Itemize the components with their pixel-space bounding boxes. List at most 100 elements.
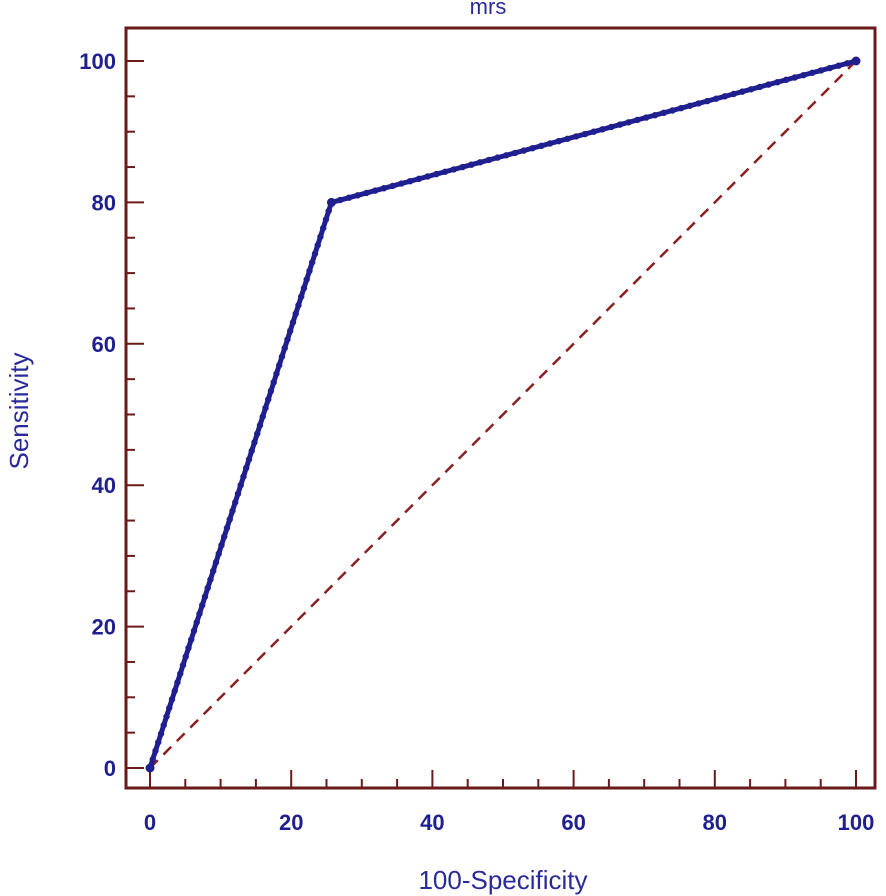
series-layer bbox=[145, 56, 861, 773]
roc-curve-marker bbox=[190, 627, 198, 635]
roc-curve-marker bbox=[193, 619, 200, 626]
roc-curve-marker bbox=[485, 156, 493, 164]
roc-curve-marker bbox=[415, 175, 423, 183]
roc-curve-marker bbox=[265, 396, 272, 403]
roc-curve-marker bbox=[157, 730, 165, 737]
roc-curve-marker bbox=[287, 327, 294, 335]
roc-curve-marker bbox=[319, 224, 327, 232]
roc-curve-marker bbox=[599, 126, 606, 133]
roc-curve-marker bbox=[160, 721, 167, 729]
chart-title: mrs bbox=[470, 0, 507, 19]
roc-curve-marker bbox=[625, 119, 632, 126]
roc-curve-marker bbox=[262, 404, 269, 412]
roc-curve-marker bbox=[229, 507, 236, 515]
roc-curve-marker bbox=[292, 310, 299, 318]
roc-curve-marker bbox=[782, 76, 790, 84]
y-tick-label: 60 bbox=[92, 332, 116, 357]
roc-curve-marker bbox=[459, 163, 466, 171]
roc-curve-marker bbox=[256, 422, 264, 429]
roc-curve-marker bbox=[270, 379, 277, 386]
roc-curve-marker bbox=[218, 541, 225, 549]
roc-curve-marker bbox=[774, 79, 781, 86]
roc-curve-marker bbox=[248, 447, 255, 455]
roc-curve-marker bbox=[371, 187, 379, 194]
y-axis-title: Sensitivity bbox=[4, 352, 34, 469]
roc-curve-marker bbox=[298, 293, 305, 300]
roc-curve-marker bbox=[476, 159, 484, 166]
roc-curve-marker bbox=[573, 133, 580, 140]
roc-curve-marker bbox=[345, 194, 353, 201]
roc-curve-marker bbox=[817, 67, 825, 74]
roc-curve-marker bbox=[278, 353, 286, 360]
y-axis-ticks: 0 20 40 60 80 100 bbox=[79, 49, 144, 781]
roc-curve-marker bbox=[303, 276, 310, 283]
roc-curve-marker bbox=[406, 177, 414, 185]
roc-curve-marker bbox=[300, 284, 308, 292]
roc-curve-marker bbox=[336, 196, 344, 204]
y-tick-label: 20 bbox=[92, 615, 116, 640]
x-tick-label: 40 bbox=[420, 810, 444, 835]
roc-curve-marker bbox=[677, 104, 685, 112]
roc-curve-marker bbox=[660, 109, 667, 117]
roc-curve-marker bbox=[325, 207, 332, 215]
roc-curve-marker bbox=[398, 180, 405, 187]
roc-curve-marker bbox=[317, 233, 324, 240]
roc-curve-marker bbox=[730, 90, 737, 98]
roc-curve-marker bbox=[450, 166, 458, 173]
roc-curve-marker bbox=[669, 107, 676, 114]
roc-curve-marker bbox=[538, 142, 545, 150]
x-tick-label: 80 bbox=[703, 810, 727, 835]
roc-curve-marker bbox=[207, 576, 214, 583]
roc-curve-marker bbox=[212, 559, 220, 566]
roc-curve-marker bbox=[163, 713, 170, 720]
roc-curve-marker bbox=[441, 168, 449, 175]
roc-curve-marker bbox=[204, 584, 211, 592]
x-tick-label: 60 bbox=[561, 810, 585, 835]
roc-curve-marker bbox=[494, 154, 501, 161]
roc-curve-point bbox=[851, 56, 861, 66]
x-tick-label: 0 bbox=[144, 810, 156, 835]
x-axis-title: 100-Specificity bbox=[418, 865, 587, 895]
roc-curve-marker bbox=[809, 69, 816, 76]
roc-curve-marker bbox=[424, 173, 431, 180]
roc-curve-marker bbox=[844, 60, 851, 67]
roc-curve-marker bbox=[739, 88, 746, 95]
roc-curve-marker bbox=[259, 413, 266, 420]
roc-curve-marker bbox=[590, 128, 597, 135]
roc-curve-marker bbox=[721, 93, 729, 100]
roc-curve-marker bbox=[289, 319, 297, 326]
roc-curve-marker bbox=[276, 362, 283, 369]
roc-curve-marker bbox=[171, 687, 178, 695]
roc-curve-marker bbox=[608, 123, 615, 131]
roc-curve-marker bbox=[826, 64, 833, 72]
roc-curve-marker bbox=[555, 137, 562, 145]
roc-curve-marker bbox=[210, 567, 217, 575]
roc-curve-marker bbox=[704, 97, 711, 105]
roc-curve-marker bbox=[642, 114, 650, 121]
roc-curve-marker bbox=[686, 102, 694, 109]
roc-curve-marker bbox=[201, 593, 209, 600]
roc-curve-marker bbox=[314, 242, 321, 249]
plot-frame bbox=[124, 26, 877, 790]
roc-curve-marker bbox=[196, 610, 203, 617]
x-axis-ticks: 0 20 40 60 80 100 bbox=[144, 770, 874, 835]
roc-curve-marker bbox=[306, 267, 313, 275]
roc-curve-marker bbox=[354, 192, 361, 199]
roc-curve-marker bbox=[234, 490, 242, 497]
roc-curve-marker bbox=[695, 100, 702, 107]
roc-curve-marker bbox=[616, 121, 624, 128]
y-tick-label: 100 bbox=[79, 49, 116, 74]
roc-curve-marker bbox=[152, 747, 159, 755]
roc-curve-marker bbox=[835, 62, 842, 69]
roc-curve-marker bbox=[363, 189, 370, 197]
roc-curve-marker bbox=[322, 216, 330, 223]
roc-curve-marker bbox=[237, 482, 244, 489]
roc-curve-marker bbox=[240, 473, 247, 480]
plot-border bbox=[124, 26, 877, 790]
y-tick-label: 0 bbox=[104, 756, 116, 781]
roc-curve-marker bbox=[232, 499, 239, 506]
roc-curve-marker bbox=[215, 550, 222, 557]
roc-curve-marker bbox=[503, 152, 510, 159]
roc-curve-marker bbox=[185, 644, 192, 652]
roc-curve-point bbox=[145, 763, 155, 773]
